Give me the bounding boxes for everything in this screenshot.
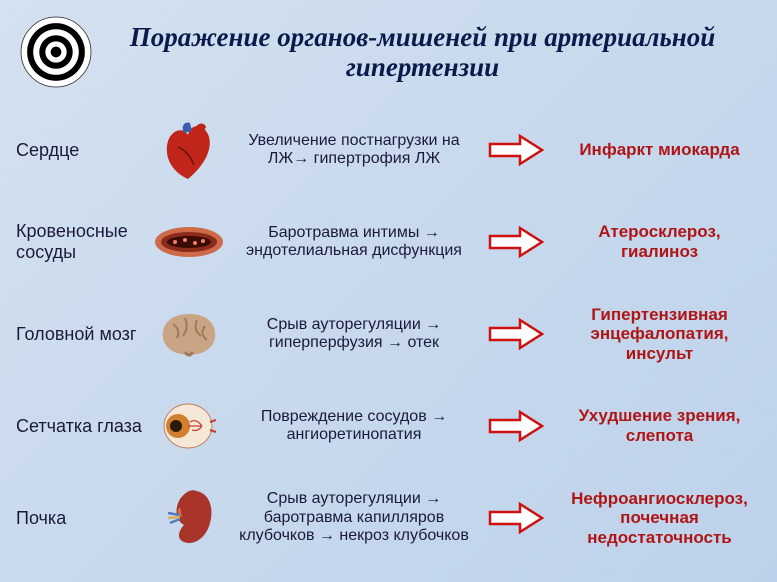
row-heart: Сердце Увеличение постнагрузки на ЛЖ→ ги… bbox=[10, 104, 767, 196]
mechanism-brain: Срыв ауторегуляции → гиперперфузия → оте… bbox=[228, 316, 480, 353]
organ-rows: Сердце Увеличение постнагрузки на ЛЖ→ ги… bbox=[0, 98, 777, 564]
brain-icon bbox=[150, 308, 228, 360]
label-kidney: Почка bbox=[10, 508, 150, 529]
outcome-vessels: Атеросклероз, гиалиноз bbox=[552, 222, 767, 261]
vessels-icon bbox=[150, 221, 228, 263]
row-brain: Головной мозг Срыв ауторегуляции → гипер… bbox=[10, 288, 767, 380]
arrow-vessels bbox=[480, 225, 552, 259]
page-title: Поражение органов-мишеней при артериальн… bbox=[116, 22, 759, 82]
arrow-retina bbox=[480, 409, 552, 443]
label-heart: Сердце bbox=[10, 140, 150, 161]
outcome-brain: Гипертензивная энцефалопатия, инсульт bbox=[552, 305, 767, 364]
kidney-icon bbox=[150, 485, 228, 551]
mechanism-vessels: Баротравма интимы → эндотелиальная дисфу… bbox=[228, 224, 480, 261]
target-icon bbox=[18, 14, 94, 90]
mechanism-heart: Увеличение постнагрузки на ЛЖ→ гипертроф… bbox=[228, 132, 480, 169]
row-vessels: Кровеносные сосуды Баротравма интимы → э… bbox=[10, 196, 767, 288]
retina-icon bbox=[150, 400, 228, 452]
arrow-kidney bbox=[480, 501, 552, 535]
arrow-heart bbox=[480, 133, 552, 167]
row-retina: Сетчатка глаза Повреждение сосудов → анг… bbox=[10, 380, 767, 472]
outcome-retina: Ухудшение зрения, слепота bbox=[552, 406, 767, 445]
label-vessels: Кровеносные сосуды bbox=[10, 221, 150, 262]
outcome-heart: Инфаркт миокарда bbox=[552, 140, 767, 160]
header: Поражение органов-мишеней при артериальн… bbox=[0, 0, 777, 98]
outcome-kidney: Нефроангиосклероз, почечная недостаточно… bbox=[552, 489, 767, 548]
mechanism-kidney: Срыв ауторегуляции → баротравма капилляр… bbox=[228, 490, 480, 545]
heart-icon bbox=[150, 117, 228, 183]
label-brain: Головной мозг bbox=[10, 324, 150, 345]
label-retina: Сетчатка глаза bbox=[10, 416, 150, 437]
mechanism-retina: Повреждение сосудов → ангиоретинопатия bbox=[228, 408, 480, 445]
row-kidney: Почка Срыв ауторегуляции → баротравма ка… bbox=[10, 472, 767, 564]
arrow-brain bbox=[480, 317, 552, 351]
